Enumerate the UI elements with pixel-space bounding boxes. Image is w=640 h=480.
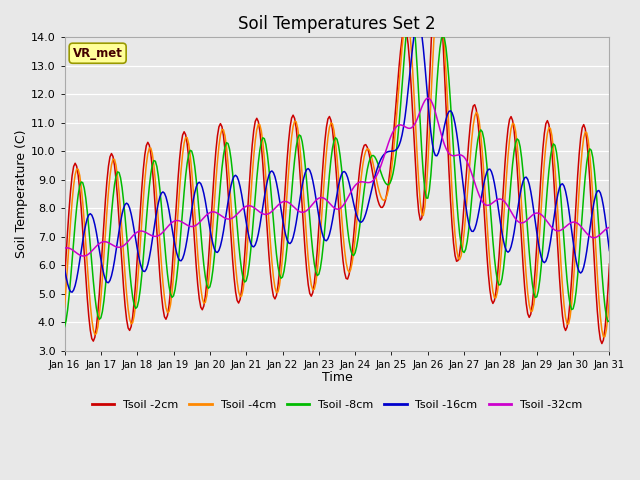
Text: VR_met: VR_met bbox=[73, 47, 123, 60]
Title: Soil Temperatures Set 2: Soil Temperatures Set 2 bbox=[238, 15, 436, 33]
Legend: Tsoil -2cm, Tsoil -4cm, Tsoil -8cm, Tsoil -16cm, Tsoil -32cm: Tsoil -2cm, Tsoil -4cm, Tsoil -8cm, Tsoi… bbox=[88, 396, 586, 414]
X-axis label: Time: Time bbox=[322, 371, 353, 384]
Y-axis label: Soil Temperature (C): Soil Temperature (C) bbox=[15, 130, 28, 258]
